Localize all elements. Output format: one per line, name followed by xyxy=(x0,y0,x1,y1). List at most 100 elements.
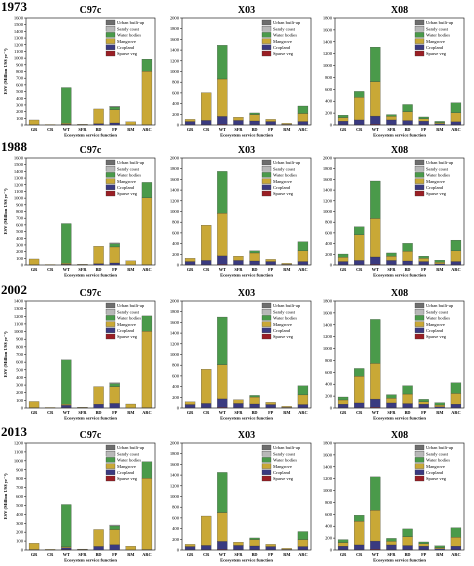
y-tick-label: 400 xyxy=(16,375,24,380)
y-tick-label: 1200 xyxy=(14,441,24,446)
x-tick-label: GR xyxy=(340,552,347,557)
bar-FP-water-bodies xyxy=(418,256,429,259)
y-tick-label: 1300 xyxy=(14,176,24,181)
legend-swatch xyxy=(105,327,116,333)
panel-title: X03 xyxy=(238,288,255,299)
x-tick-label: ARC xyxy=(142,410,151,415)
bar-FP-mangrove xyxy=(418,543,429,547)
bar-SFR-mangrove xyxy=(386,398,397,404)
bar-WT-mangrove xyxy=(217,512,228,542)
bar-GR-cropland xyxy=(337,546,349,550)
bar-ARC-mangrove xyxy=(297,394,309,405)
bar-WT-water-bodies xyxy=(61,504,72,548)
legend-swatch xyxy=(105,302,116,309)
y-tick-label: 100 xyxy=(16,116,24,121)
bar-WT-water-bodies xyxy=(217,316,228,365)
y-tick-label: 1200 xyxy=(170,483,180,488)
panel-title: X08 xyxy=(391,5,408,16)
bar-WT-cropland xyxy=(217,116,228,125)
bar-ARC-mangrove xyxy=(297,539,309,547)
y-tick-label: 600 xyxy=(172,515,180,520)
legend-swatch xyxy=(414,309,425,315)
bar-BD-water-bodies xyxy=(402,385,413,395)
y-tick-label: 1300 xyxy=(14,306,24,311)
bar-ARC-mangrove xyxy=(141,478,153,550)
bar-FP-cropland xyxy=(265,404,276,408)
y-axis-label: ESV (Million US$ yr⁻¹) xyxy=(3,473,8,519)
bar-CR-mangrove xyxy=(354,234,365,261)
legend-swatch xyxy=(414,172,425,178)
y-tick-label: 600 xyxy=(16,222,24,227)
bar-FP-water-bodies xyxy=(418,541,429,544)
y-tick-label: 1600 xyxy=(14,16,24,21)
panel-title: X08 xyxy=(391,288,408,299)
legend-swatch xyxy=(261,178,272,184)
x-tick-label: WT xyxy=(63,410,70,415)
bar-FP-cropland xyxy=(109,403,120,409)
bar-SFR-mangrove xyxy=(233,256,244,261)
y-tick-label: 400 xyxy=(16,512,24,517)
legend-swatch xyxy=(261,457,272,463)
legend-label: Water bodies xyxy=(426,33,450,38)
panel-2002-X03: X03 0 200 400 600 800 1000 1200 1400 1600 1800 2000… xyxy=(170,288,312,421)
legend-label: Urban built-up xyxy=(273,445,301,450)
y-tick-label: 0 xyxy=(21,123,24,128)
panel-title: C97c xyxy=(80,430,102,441)
bar-CR-mangrove xyxy=(354,521,365,546)
y-tick-label: 1200 xyxy=(170,341,180,346)
y-tick-label: 800 xyxy=(325,358,333,363)
legend-swatch xyxy=(261,50,272,57)
bar-WT-mangrove xyxy=(217,364,228,400)
legend-swatch xyxy=(105,309,116,315)
y-tick-label: 600 xyxy=(16,494,24,499)
x-axis-label: Ecosystem service function xyxy=(220,416,273,421)
legend-swatch xyxy=(261,302,272,309)
bar-RM-mangrove xyxy=(281,263,292,265)
y-tick-label: 0 xyxy=(330,263,333,268)
legend-label: Urban built-up xyxy=(117,445,145,450)
y-tick-label: 500 xyxy=(16,89,24,94)
legend-label: Cropland xyxy=(273,185,291,190)
legend-label: Sparse veg xyxy=(273,334,294,339)
legend-label: Cropland xyxy=(426,45,444,50)
legend-swatch xyxy=(261,26,272,32)
bar-WT-water-bodies xyxy=(217,45,228,80)
legend-label: Mangrove xyxy=(426,179,445,184)
bar-FP-mangrove xyxy=(418,258,429,262)
legend-label: Sandy coast xyxy=(426,26,449,31)
y-tick-label: 600 xyxy=(172,373,180,378)
bar-BD-mangrove xyxy=(93,386,104,405)
panel-2013-X03: X03 0 200 400 600 800 1000 1200 1400 1600 1800 2000… xyxy=(170,430,312,563)
bar-WT-cropland xyxy=(370,398,381,408)
x-tick-label: SFR xyxy=(234,552,243,557)
panel-2002-C97c: C97c 0 100 200 300 400 500 600 700 800 900 1000 1100… xyxy=(3,288,156,421)
y-tick-label: 0 xyxy=(330,406,333,411)
y-tick-label: 1600 xyxy=(323,452,333,457)
x-tick-label: GR xyxy=(31,552,38,557)
legend-swatch xyxy=(261,469,272,475)
y-tick-label: 600 xyxy=(16,360,24,365)
legend-label: Water bodies xyxy=(117,458,141,463)
bar-WT-mangrove xyxy=(370,81,381,117)
x-tick-label: WT xyxy=(372,552,379,557)
bar-WT-cropland xyxy=(61,405,72,408)
y-tick-label: 1400 xyxy=(170,473,180,478)
legend-swatch xyxy=(105,32,116,38)
legend-label: Sandy coast xyxy=(117,451,140,456)
legend-swatch xyxy=(261,184,272,190)
bar-ARC-mangrove xyxy=(450,537,462,547)
y-tick-label: 400 xyxy=(172,526,180,531)
bar-BD-cropland xyxy=(93,123,104,126)
y-tick-label: 1100 xyxy=(14,189,24,194)
y-tick-label: 2000 xyxy=(170,299,180,304)
y-tick-label: 200 xyxy=(325,111,333,116)
y-tick-label: 0 xyxy=(330,548,333,553)
bar-ARC-cropland xyxy=(297,546,309,550)
x-tick-label: BD xyxy=(96,552,102,557)
bar-ARC-mangrove xyxy=(141,197,153,265)
x-tick-label: SFR xyxy=(387,127,396,132)
bar-RM-mangrove xyxy=(125,546,136,550)
bar-WT-water-bodies xyxy=(370,180,381,219)
y-tick-label: 1100 xyxy=(14,49,24,54)
legend-label: Sandy coast xyxy=(273,451,296,456)
